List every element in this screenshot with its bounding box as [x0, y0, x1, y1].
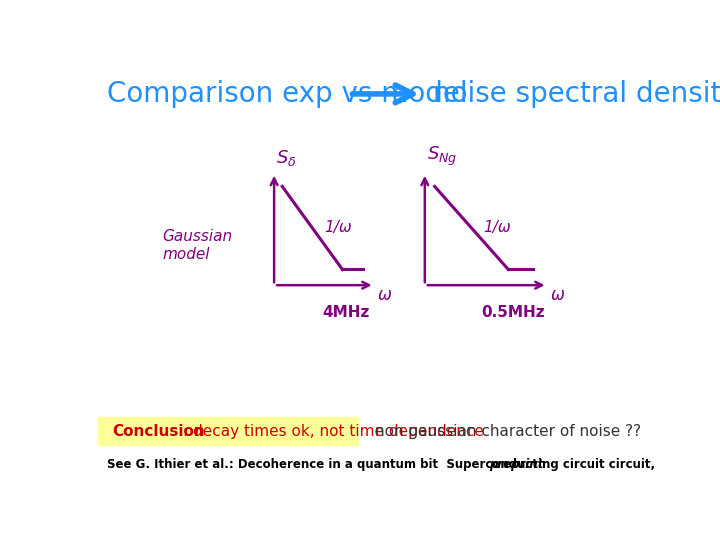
Text: noise spectral densities: noise spectral densities — [433, 80, 720, 108]
FancyBboxPatch shape — [99, 417, 358, 445]
Text: Gaussian
model: Gaussian model — [163, 230, 233, 262]
Text: $S_{Ng}$: $S_{Ng}$ — [427, 145, 457, 168]
Text: ω: ω — [551, 286, 564, 305]
Text: ω: ω — [378, 286, 392, 305]
Text: Conclusion: Conclusion — [112, 423, 205, 438]
Text: $S_{δ}$: $S_{δ}$ — [276, 148, 297, 168]
Text: non gaussian character of noise ??: non gaussian character of noise ?? — [374, 423, 641, 438]
Text: 1/ω: 1/ω — [325, 220, 352, 235]
Text: 4MHz: 4MHz — [323, 305, 370, 320]
Text: 1/ω: 1/ω — [484, 220, 511, 235]
Text: : decay times ok, not time dependence: : decay times ok, not time dependence — [183, 423, 484, 438]
Text: 0.5MHz: 0.5MHz — [482, 305, 545, 320]
Text: Comparison exp vs model: Comparison exp vs model — [107, 80, 467, 108]
Text: preprint: preprint — [489, 458, 543, 471]
Text: See G. Ithier et al.: Decoherence in a quantum bit  Superconducting circuit circ: See G. Ithier et al.: Decoherence in a q… — [107, 458, 655, 471]
